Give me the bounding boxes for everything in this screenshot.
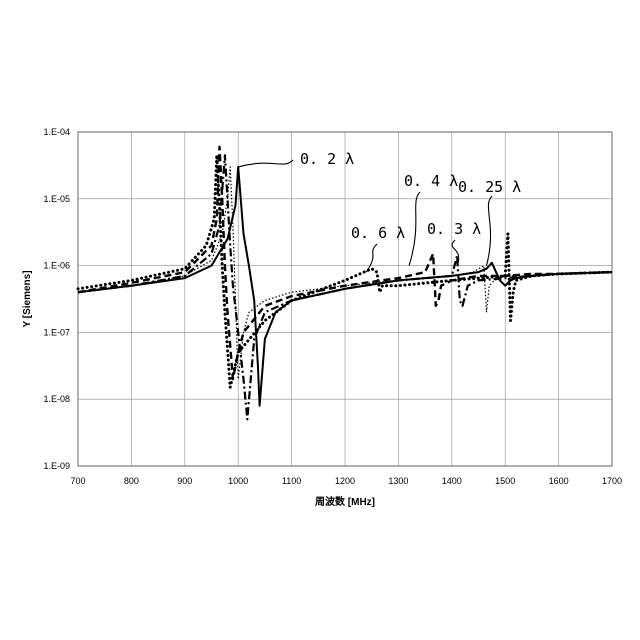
x-tick-label: 700 [70, 476, 85, 486]
y-tick-label: 1.E-09 [43, 461, 70, 471]
y-tick-label: 1.E-07 [43, 327, 70, 337]
annotation-label: 0. 2 λ [300, 150, 354, 168]
y-tick-label: 1.E-06 [43, 261, 70, 271]
x-tick-label: 1600 [549, 476, 569, 486]
annotation-label: 0. 6 λ [351, 224, 405, 242]
x-tick-label: 800 [124, 476, 139, 486]
x-tick-label: 900 [177, 476, 192, 486]
y-tick-label: 1.E-04 [43, 127, 70, 137]
x-tick-label: 1000 [228, 476, 248, 486]
y-tick-label: 1.E-08 [43, 394, 70, 404]
annotation-label: 0. 25 λ [458, 178, 521, 196]
x-tick-label: 1400 [442, 476, 462, 486]
x-tick-label: 1500 [495, 476, 515, 486]
y-tick-labels: 1.E-09 1.E-08 1.E-07 1.E-06 1.E-05 1.E-04 [43, 127, 70, 471]
x-tick-label: 1700 [602, 476, 622, 486]
annotation-label: 0. 4 λ [404, 172, 458, 190]
annotation-label: 0. 3 λ [427, 220, 481, 238]
y-tick-label: 1.E-05 [43, 194, 70, 204]
x-axis-label: 周波数 [MHz] [315, 495, 375, 508]
x-tick-label: 1100 [282, 476, 301, 486]
x-tick-label: 1200 [335, 476, 355, 486]
x-tick-label: 1300 [388, 476, 408, 486]
x-tick-labels: 700 800 900 1000 1100 1200 1300 1400 1500 1600 170… [70, 476, 622, 486]
y-axis-label: Y [Siemens] [22, 270, 33, 327]
